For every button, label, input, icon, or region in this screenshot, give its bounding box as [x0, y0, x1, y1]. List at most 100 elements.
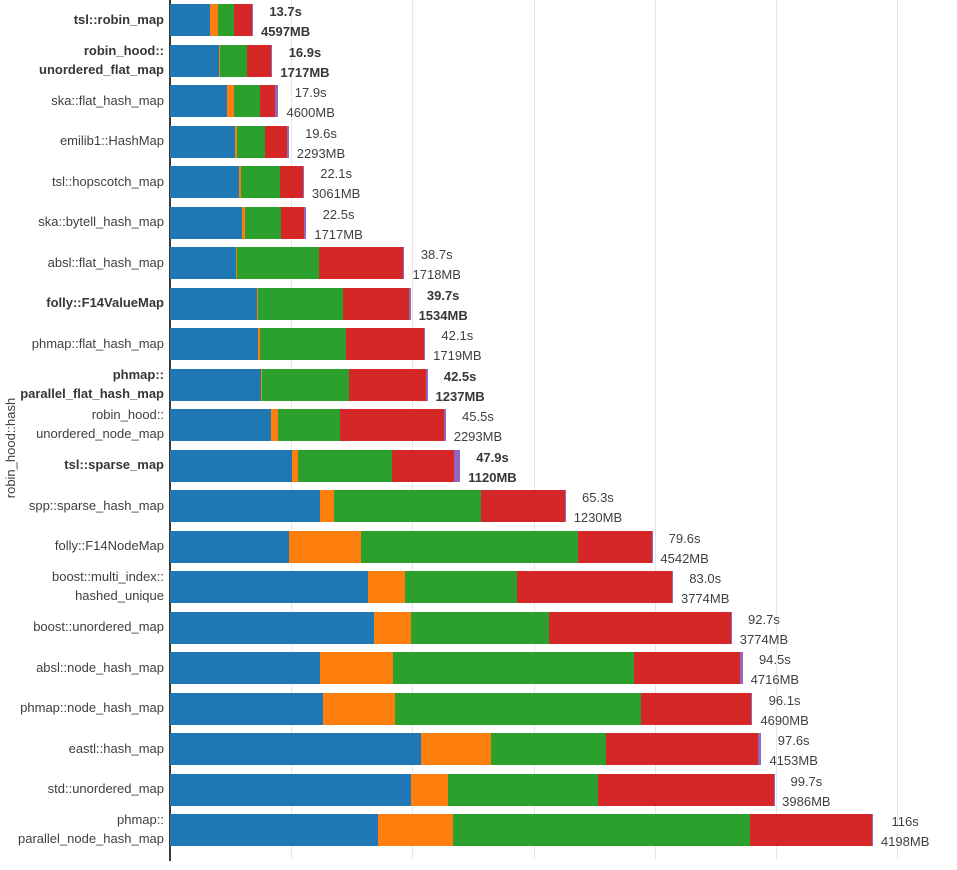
bar-segment-orange: [289, 530, 361, 563]
bar-segment-green: [219, 44, 247, 77]
value-annotation: 22.1s 3061MB: [312, 164, 360, 204]
time-value: 16.9s: [288, 44, 322, 60]
category-label-line: unordered_node_map: [36, 426, 164, 441]
category-label-line: phmap::flat_hash_map: [31, 335, 164, 351]
value-annotation: 22.5s 1717MB: [314, 205, 362, 245]
bar-segment-orange: [320, 652, 393, 684]
category-label-line: emilib1::HashMap: [59, 133, 164, 148]
bar-row: [170, 125, 289, 158]
memory-value: 1717MB: [314, 226, 363, 242]
memory-value: 4600MB: [286, 105, 335, 120]
bar-row: [170, 571, 673, 603]
gridline: [654, 0, 656, 859]
bar-segment-orange: [270, 409, 278, 441]
category-label: emilib1::HashMap: [0, 131, 164, 150]
category-label: tsl::hopscotch_map: [0, 172, 164, 191]
category-label: boost::unordered_map: [0, 617, 164, 636]
category-label-line: boost::multi_index::: [51, 569, 164, 584]
bar-segment-blue: [170, 409, 271, 441]
bar-row: [170, 206, 307, 239]
bar-segment-green: [233, 85, 260, 117]
bar-segment-orange: [374, 611, 411, 644]
time-value: 19.6s: [305, 125, 337, 141]
category-label-line: std::unordered_map: [47, 781, 164, 796]
memory-value: 1717MB: [280, 64, 330, 80]
time-value: 42.1s: [441, 328, 474, 343]
bar-segment-orange: [367, 571, 405, 603]
value-annotation: 79.6s 4542MB: [660, 529, 708, 569]
bar-segment-orange: [260, 368, 263, 401]
category-label-line: ska::flat_hash_map: [51, 92, 164, 108]
bar-segment-blue: [170, 4, 210, 36]
gridline: [533, 0, 535, 859]
bar-segment-blue: [170, 44, 220, 77]
bar-row: [170, 530, 653, 563]
time-value: 22.1s: [320, 166, 353, 181]
bar-segment-purple: [731, 611, 732, 644]
category-label-line: spp::sparse_hash_map: [28, 497, 164, 513]
value-annotation: 42.1s 1719MB: [433, 326, 481, 366]
time-value: 99.7s: [790, 773, 823, 789]
value-annotation: 97.6s 4153MB: [769, 731, 817, 771]
bar-segment-green: [452, 814, 750, 846]
memory-value: 4597MB: [261, 24, 311, 39]
memory-value: 1719MB: [433, 348, 482, 363]
value-annotation: 116s 4198MB: [881, 812, 929, 852]
bar-row: [170, 287, 411, 320]
bar-segment-red: [517, 571, 673, 603]
bar-segment-blue: [170, 206, 242, 239]
bar-segment-blue: [170, 449, 292, 482]
category-label: folly::F14ValueMap: [0, 293, 164, 312]
bar-segment-green: [237, 247, 320, 279]
bar-segment-blue: [170, 247, 237, 279]
bar-row: [170, 328, 426, 360]
memory-value: 3774MB: [680, 591, 730, 606]
time-value: 97.6s: [777, 733, 810, 748]
bar-segment-purple: [444, 409, 446, 441]
category-label-line: tsl::hopscotch_map: [51, 173, 164, 189]
bar-segment-red: [597, 773, 774, 806]
bar-segment-green: [393, 652, 635, 684]
bar-row: [170, 449, 461, 482]
bar-segment-red: [319, 247, 403, 279]
bar-segment-orange: [378, 814, 453, 846]
bar-segment-red: [234, 4, 252, 36]
bar-segment-green: [404, 571, 518, 603]
category-label: robin_hood:: unordered_flat_map: [0, 41, 164, 79]
memory-value: 3774MB: [739, 631, 789, 647]
bar-segment-orange: [323, 692, 396, 725]
bar-segment-orange: [239, 166, 241, 198]
bar-segment-purple: [425, 368, 428, 401]
bar-segment-purple: [275, 85, 279, 117]
bar-segment-purple: [424, 328, 426, 360]
bar-segment-green: [217, 4, 235, 36]
memory-value: 4716MB: [750, 672, 800, 687]
bar-segment-purple: [565, 490, 566, 522]
bar-segment-green: [262, 368, 350, 401]
bar-segment-red: [392, 449, 455, 482]
bar-segment-purple: [408, 287, 411, 320]
value-annotation: 83.0s 3774MB: [681, 569, 729, 609]
bar-segment-purple: [303, 166, 304, 198]
category-label: ska::bytell_hash_map: [0, 212, 164, 231]
value-annotation: 45.5s 2293MB: [454, 407, 502, 447]
category-label: robin_hood:: unordered_node_map: [0, 405, 164, 443]
bar-segment-purple: [651, 530, 653, 563]
memory-value: 1718MB: [412, 267, 461, 282]
value-annotation: 92.7s 3774MB: [740, 610, 788, 650]
value-annotation: 99.7s 3986MB: [782, 772, 830, 812]
bar-segment-purple: [402, 247, 405, 279]
bar-row: [170, 490, 566, 522]
bar-segment-orange: [410, 773, 448, 806]
category-label-line: robin_hood::: [91, 407, 164, 422]
bar-segment-blue: [170, 733, 421, 765]
time-value: 92.7s: [748, 611, 780, 627]
bar-segment-orange: [209, 4, 218, 36]
bar-segment-purple: [271, 44, 273, 77]
category-label: eastl::hash_map: [0, 739, 164, 758]
bar-row: [170, 368, 428, 401]
category-label: std::unordered_map: [0, 779, 164, 798]
bar-segment-orange: [236, 247, 238, 279]
bar-segment-purple: [758, 733, 762, 765]
bar-segment-green: [259, 328, 346, 360]
